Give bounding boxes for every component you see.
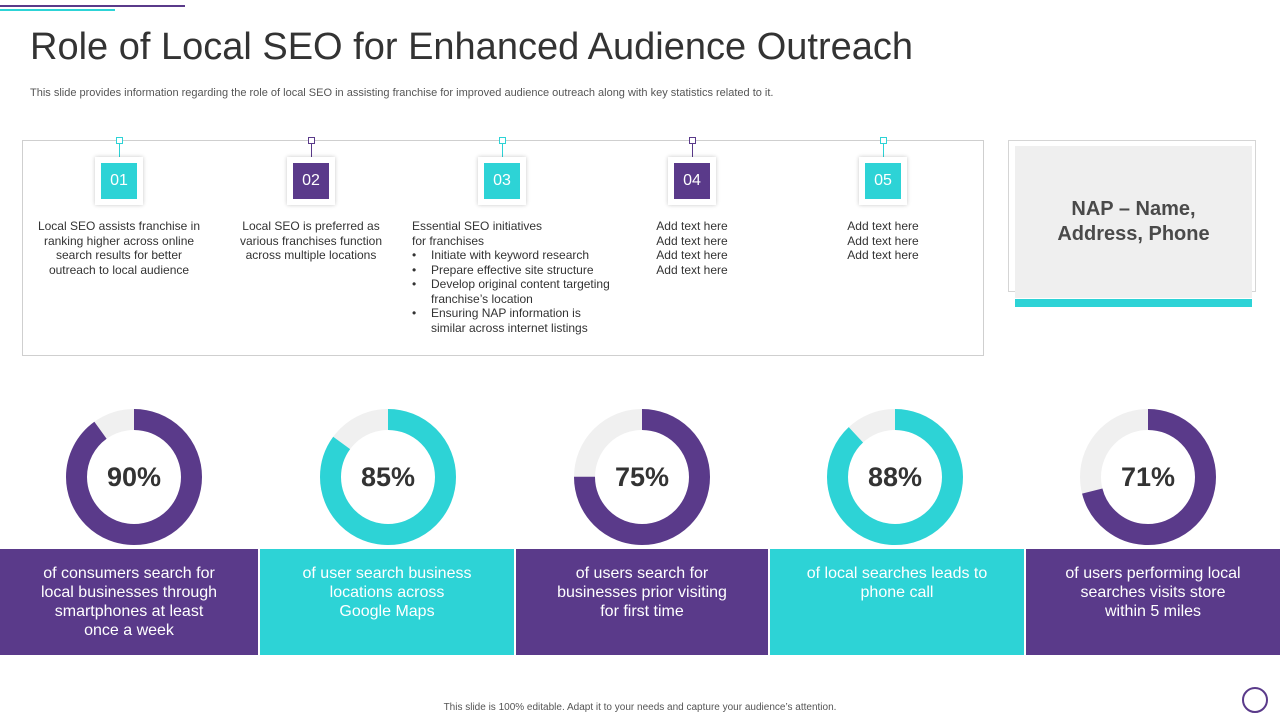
step-connector-line <box>502 144 503 158</box>
step-number-frame: 01 <box>95 157 143 205</box>
donut-chart: 88% <box>827 409 963 545</box>
step-connector-line <box>311 144 312 158</box>
donut-chart: 90% <box>66 409 202 545</box>
donut-chart: 71% <box>1080 409 1216 545</box>
stat-caption-panel: of consumers search for local businesses … <box>0 549 258 655</box>
step-connector-dot <box>689 137 696 144</box>
step-connector-dot <box>116 137 123 144</box>
stat-caption-panel: of users search for businesses prior visi… <box>516 549 768 655</box>
step-number-badge: 04 <box>674 163 710 199</box>
step-description: Local SEO is preferred as various franchi… <box>239 219 383 262</box>
donut-value-arc <box>1080 409 1216 545</box>
top-accent-line-purple <box>0 5 185 7</box>
nap-card: NAP – Name, Address, Phone <box>1015 146 1252 298</box>
steps-panel: 01 Local SEO assists franchise in ranking … <box>22 137 984 357</box>
step-connector-line <box>119 144 120 158</box>
step-04: 04 Add text here Add text here Add text her… <box>596 137 786 357</box>
donut-value-arc <box>827 409 963 545</box>
stat-caption-panel: of local searches leads to phone call <box>770 549 1024 655</box>
nap-accent-bar <box>1015 299 1252 307</box>
donut-value-arc <box>320 409 456 545</box>
donut-value-arc <box>574 409 710 545</box>
step-description: Local SEO assists franchise in ranking hi… <box>37 219 201 277</box>
step-number-frame: 03 <box>478 157 526 205</box>
donut-chart: 75% <box>574 409 710 545</box>
stat-caption-panel: of users performing local searches visits… <box>1026 549 1280 655</box>
donut-value-arc <box>66 409 202 545</box>
step-connector-dot <box>308 137 315 144</box>
donut-percent-label: 90% <box>106 461 162 492</box>
page-subtitle: This slide provides information regardin… <box>30 87 774 99</box>
bullet-item: Prepare effective site structure <box>412 263 622 278</box>
step-description: Add text here Add text here Add text here <box>847 219 919 262</box>
step-05: 05 Add text here Add text here Add text her… <box>787 137 977 357</box>
top-accent-line-cyan <box>0 9 115 11</box>
step-connector-dot <box>499 137 506 144</box>
bullet-item: Initiate with keyword research <box>412 248 622 263</box>
donut-chart: 85% <box>320 409 456 545</box>
step-02: 02 Local SEO is preferred as various franc… <box>215 137 405 357</box>
step-number-frame: 02 <box>287 157 335 205</box>
step-number-badge: 02 <box>293 163 329 199</box>
footer-note: This slide is 100% editable. Adapt it to… <box>443 702 837 713</box>
step-connector-dot <box>880 137 887 144</box>
step-description: Add text here Add text here Add text here A… <box>656 219 728 277</box>
donut-percent-label: 75% <box>614 461 670 492</box>
step-number-badge: 03 <box>484 163 520 199</box>
donut-percent-label: 88% <box>867 461 923 492</box>
donut-percent-label: 71% <box>1120 461 1176 492</box>
step-number-badge: 01 <box>101 163 137 199</box>
bullet-item: Develop original content targetingfranch… <box>412 277 622 306</box>
donut-percent-label: 85% <box>360 461 416 492</box>
step-number-frame: 05 <box>859 157 907 205</box>
logo-icon <box>1242 687 1268 713</box>
stat-caption-panel: of user search business locations across G… <box>260 549 514 655</box>
nap-title-line-2: Address, Phone <box>1057 223 1210 245</box>
step-01: 01 Local SEO assists franchise in ranking … <box>23 137 213 357</box>
page-title: Role of Local SEO for Enhanced Audience … <box>30 26 913 68</box>
step-connector-line <box>883 144 884 158</box>
step-connector-line <box>692 144 693 158</box>
step-number-badge: 05 <box>865 163 901 199</box>
nap-title-line-1: NAP – Name, <box>1071 198 1196 220</box>
step-03: 03 Essential SEO initiatives for franchise… <box>406 137 610 357</box>
step-number-frame: 04 <box>668 157 716 205</box>
